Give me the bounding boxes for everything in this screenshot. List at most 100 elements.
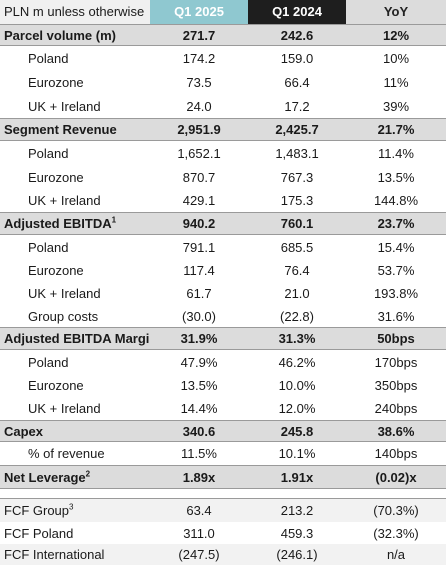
row-yoy: 240bps [374,401,418,416]
table-row: UK + Ireland 24.0 17.2 39% [0,94,446,118]
table-row: Eurozone 73.5 66.4 11% [0,70,446,94]
table-row: Eurozone 870.7 767.3 13.5% [0,165,446,189]
table-row: UK + Ireland 61.7 21.0 193.8% [0,282,446,305]
header-label: PLN m unless otherwise [0,0,150,24]
row-yoy: 350bps [374,378,418,393]
row-label: FCF International [4,547,105,562]
table-row: FCF International (247.5) (246.1) n/a [0,544,446,565]
row-q1-2024: 159.0 [280,50,314,66]
table-row: Net Leverage2 1.89x 1.91x (0.02)x [0,465,446,489]
row-q1-2025: 940.2 [182,216,216,231]
row-q1-2025: 73.5 [186,74,212,90]
row-label: Eurozone [28,378,84,393]
row-q1-2024: (246.1) [276,547,318,562]
row-label: Eurozone [28,74,84,90]
row-q1-2025: (247.5) [178,547,220,562]
footnote-marker: 1 [111,216,117,225]
row-yoy: 15.4% [377,239,415,255]
row-q1-2024: 46.2% [278,354,316,370]
row-label: Group costs [28,308,99,324]
row-q1-2024: 12.0% [278,401,316,416]
row-yoy: 170bps [374,354,418,370]
footnote-marker: 2 [85,469,91,479]
row-label: Poland [28,239,69,255]
table-row: % of revenue 11.5% 10.1% 140bps [0,442,446,465]
row-q1-2025: 11.5% [181,446,217,461]
table-row: UK + Ireland 14.4% 12.0% 240bps [0,397,446,420]
row-q1-2025: 791.1 [182,239,216,255]
row-yoy: (32.3%) [373,525,419,541]
table-row: Poland 1,652.1 1,483.1 11.4% [0,141,446,165]
row-q1-2025: 31.9% [180,331,218,346]
row-q1-2025: 174.2 [182,50,216,66]
row-label: Poland [28,354,69,370]
row-label: Net Leverage2 [0,470,150,485]
row-yoy: 193.8% [373,286,419,301]
row-yoy: 50bps [377,331,415,346]
row-q1-2024: 2,425.7 [275,122,319,137]
table-row: Group costs (30.0) (22.8) 31.6% [0,305,446,327]
row-yoy: 39% [382,98,410,114]
row-yoy: 140bps [374,446,418,461]
row-q1-2025: 340.6 [182,423,216,439]
row-q1-2024: 10.1% [278,446,316,461]
row-q1-2024: 1,483.1 [275,145,319,161]
row-yoy: 11% [383,74,409,90]
header-q1-2024: Q1 2024 [248,0,346,24]
table-row: FCF Group3 63.4 213.2 (70.3%) [0,498,446,522]
row-yoy: (0.02)x [375,469,417,485]
row-label: UK + Ireland [28,193,101,208]
row-yoy: 53.7% [377,263,415,278]
row-yoy: 23.7% [377,216,415,231]
row-yoy: n/a [386,547,406,562]
row-label: % of revenue [28,446,105,461]
table-header: PLN m unless otherwise Q1 2025 Q1 2024 Y… [0,0,446,24]
row-yoy: 12% [382,27,410,43]
table-row: Capex 340.6 245.8 38.6% [0,420,446,442]
row-q1-2024: 10.0% [278,378,316,393]
table-row: Eurozone 117.4 76.4 53.7% [0,259,446,282]
row-label: Eurozone [28,263,84,278]
row-q1-2024: 31.3% [278,331,316,346]
table-row: Adjusted EBITDA1 940.2 760.1 23.7% [0,212,446,235]
row-q1-2024: 760.1 [280,216,314,231]
row-q1-2024: 76.4 [284,263,310,278]
row-yoy: 38.6% [377,423,415,439]
row-yoy: 13.5% [377,169,415,185]
header-yoy: YoY [346,0,446,24]
row-label: FCF Group3 [0,503,150,518]
row-q1-2024: 685.5 [280,239,314,255]
table-row: Parcel volume (m) 271.7 242.6 12% [0,24,446,46]
row-q1-2025: 311.0 [183,525,215,541]
spacer [0,489,446,498]
row-q1-2024: (22.8) [280,308,314,324]
table-row: FCF Poland 311.0 459.3 (32.3%) [0,522,446,544]
row-q1-2024: 175.3 [280,193,314,208]
table-row: Poland 174.2 159.0 10% [0,46,446,70]
row-label: FCF Poland [4,525,74,541]
row-yoy: 10% [382,50,410,66]
row-yoy: (70.3%) [373,503,419,518]
row-q1-2024: 459.3 [280,525,314,541]
row-q1-2025: 429.1 [182,193,216,208]
row-q1-2024: 245.8 [280,423,314,439]
row-yoy: 11.4% [378,145,414,161]
row-q1-2025: 1.89x [182,469,216,485]
row-q1-2024: 1.91x [280,469,314,485]
row-label: Eurozone [28,169,84,185]
row-q1-2025: 13.5% [180,378,218,393]
footnote-marker: 3 [69,503,74,512]
table-row: Adjusted EBITDA Margin 31.9% 31.3% 50bps [0,327,446,350]
row-q1-2025: 61.7 [186,286,212,301]
row-label: Segment Revenue [4,122,117,137]
row-q1-2025: 1,652.1 [177,145,221,161]
row-q1-2025: 271.7 [182,27,216,43]
row-q1-2024: 66.4 [284,74,310,90]
row-yoy: 144.8% [373,193,419,208]
row-yoy: 21.7% [377,122,415,137]
row-yoy: 31.6% [377,308,415,324]
table-row: Poland 791.1 685.5 15.4% [0,235,446,259]
row-label: Poland [28,145,69,161]
row-q1-2025: 14.4% [180,401,218,416]
